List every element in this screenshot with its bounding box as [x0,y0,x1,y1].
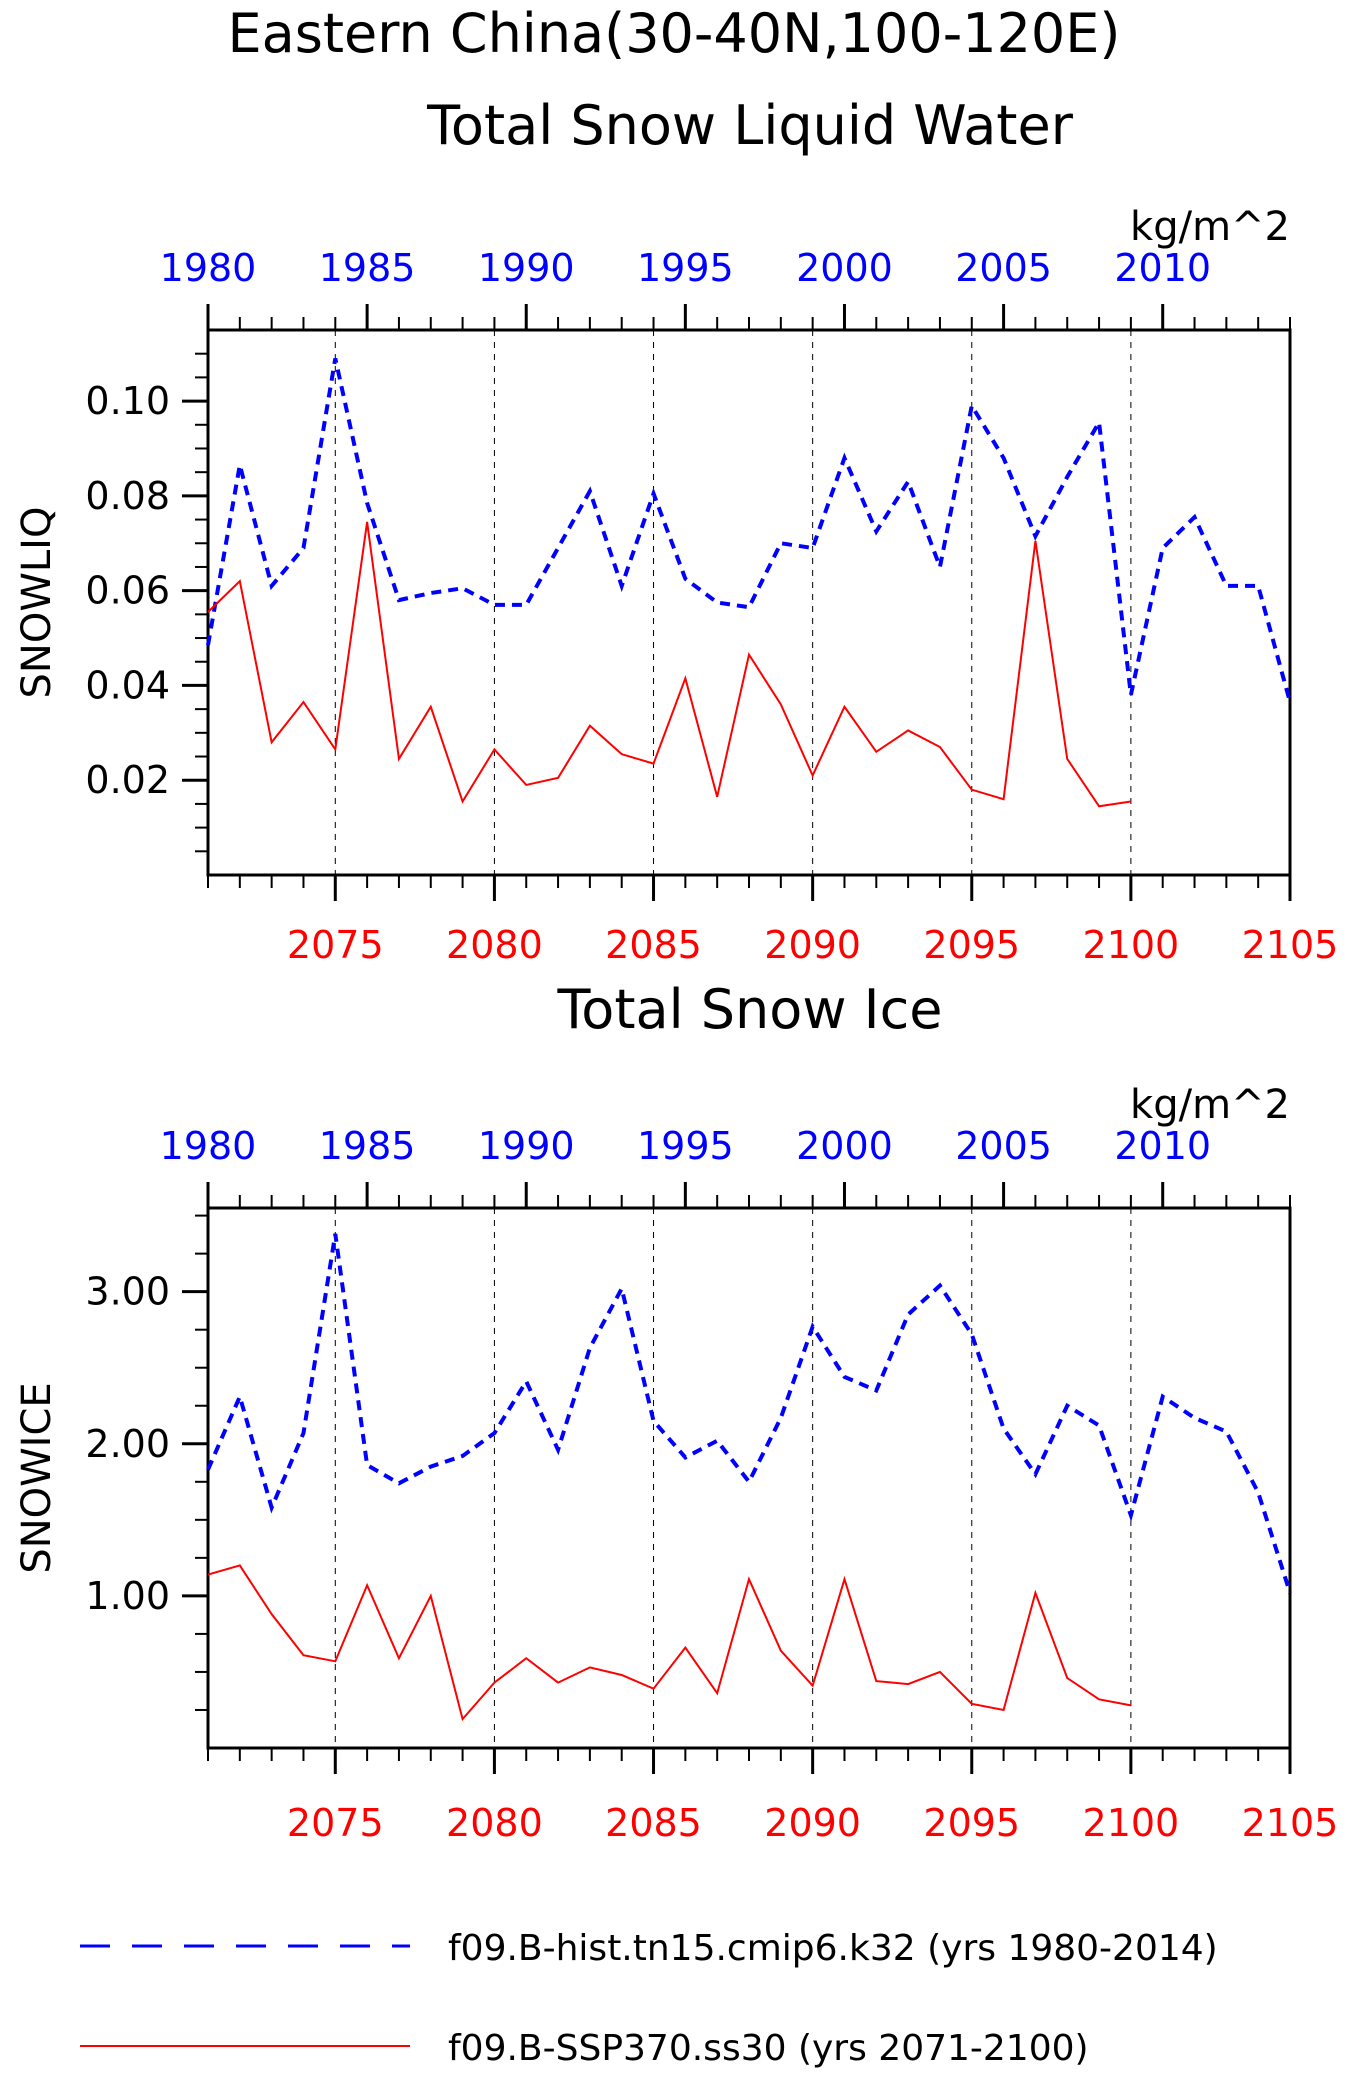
bottom-tick-label: 2095 [923,923,1020,967]
bottom-tick-label: 2105 [1242,1801,1339,1845]
series-line-hist [206,1233,1292,1594]
y-tick-label: 3.00 [85,1270,170,1314]
legend-label-hist: f09.B-hist.tn15.cmip6.k32 (yrs 1980-2014… [448,1928,1218,1969]
panel-2: Total Snow Ice kg/m^2 1980 1985 1990 1995 2000… [14,978,1338,1845]
bottom-tick-label: 2085 [605,923,702,967]
y-tick-label: 0.08 [85,474,170,518]
y-tick-label: 0.04 [85,663,170,707]
bottom-tick-label: 2080 [446,923,543,967]
legend-label-ssp: f09.B-SSP370.ss30 (yrs 2071-2100) [448,2028,1089,2069]
series-line-ssp [207,1564,1132,1722]
figure-title: Eastern China(30-40N,100-120E) [228,2,1121,65]
top-tick-label: 2010 [1114,1124,1211,1168]
y-tick-label: 2.00 [85,1422,170,1466]
plot-frame [206,1206,1292,1750]
legend: f09.B-hist.tn15.cmip6.k32 (yrs 1980-2014… [80,1928,1218,2069]
panel2-title: Total Snow Ice [557,978,943,1041]
top-tick-label: 1980 [160,1124,257,1168]
bottom-tick-label: 2075 [287,1801,384,1845]
y-tick-label: 0.02 [85,758,170,802]
bottom-tick-label: 2095 [923,1801,1020,1845]
bottom-tick-label: 2090 [764,1801,861,1845]
plot-frame [206,328,1292,877]
top-tick-label: 1990 [478,1124,575,1168]
bottom-tick-label: 2085 [605,1801,702,1845]
top-tick-label: 2010 [1114,246,1211,290]
y-axis-label: SNOWLIQ [14,507,60,699]
top-tick-label: 2005 [955,1124,1052,1168]
units-label: kg/m^2 [1130,1082,1290,1128]
series-line-ssp [207,521,1132,808]
bottom-tick-label: 2080 [446,1801,543,1845]
y-tick-label: 1.00 [85,1574,170,1618]
bottom-tick-label: 2100 [1083,923,1180,967]
top-tick-label: 1980 [160,246,257,290]
top-tick-label: 1995 [637,1124,734,1168]
series-line-hist [206,358,1292,703]
panel-1: kg/m^2 1980 1985 1990 1995 2000 2005 2010 2075 20… [14,204,1338,967]
top-tick-label: 2000 [796,246,893,290]
top-tick-label: 1990 [478,246,575,290]
top-tick-label: 1995 [637,246,734,290]
bottom-tick-label: 2100 [1083,1801,1180,1845]
top-tick-label: 2000 [796,1124,893,1168]
bottom-tick-label: 2075 [287,923,384,967]
panel1-title: Total Snow Liquid Water [426,94,1074,157]
bottom-tick-label: 2090 [764,923,861,967]
y-axis-label: SNOWICE [14,1382,60,1573]
top-tick-label: 1985 [319,1124,416,1168]
units-label: kg/m^2 [1130,204,1290,250]
top-tick-label: 2005 [955,246,1052,290]
y-tick-label: 0.10 [85,379,170,423]
top-tick-label: 1985 [319,246,416,290]
y-tick-label: 0.06 [85,569,170,613]
bottom-tick-label: 2105 [1242,923,1339,967]
